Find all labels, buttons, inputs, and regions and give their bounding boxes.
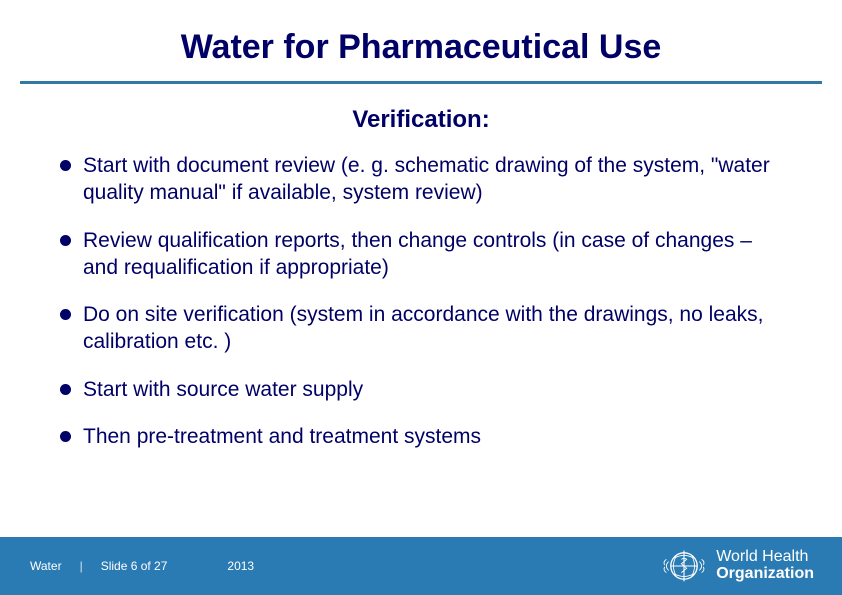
bullet-list: Start with document review (e. g. schema…	[0, 152, 842, 450]
who-logo: World Health Organization	[662, 544, 814, 588]
list-item: Do on site verification (system in accor…	[60, 301, 782, 356]
who-emblem-icon	[662, 544, 706, 588]
slide-title: Water for Pharmaceutical Use	[0, 0, 842, 81]
footer-year: 2013	[227, 559, 254, 573]
slide-subtitle: Verification:	[0, 106, 842, 134]
bullet-icon	[60, 384, 71, 395]
who-logo-line1: World Health	[716, 549, 814, 566]
list-item: Then pre-treatment and treatment systems	[60, 423, 782, 450]
slide: Water for Pharmaceutical Use Verificatio…	[0, 0, 842, 595]
list-item: Review qualification reports, then chang…	[60, 227, 782, 282]
slide-footer: Water | Slide 6 of 27 2013 World Health …	[0, 537, 842, 595]
title-underline	[20, 81, 822, 84]
bullet-icon	[60, 235, 71, 246]
who-logo-text: World Health Organization	[716, 549, 814, 583]
bullet-icon	[60, 431, 71, 442]
list-item: Start with document review (e. g. schema…	[60, 152, 782, 207]
bullet-icon	[60, 160, 71, 171]
footer-separator: |	[80, 559, 83, 573]
bullet-text: Review qualification reports, then chang…	[83, 227, 782, 282]
list-item: Start with source water supply	[60, 376, 782, 403]
bullet-text: Start with document review (e. g. schema…	[83, 152, 782, 207]
footer-topic: Water	[30, 559, 62, 573]
bullet-text: Do on site verification (system in accor…	[83, 301, 782, 356]
footer-slide-number: Slide 6 of 27	[101, 559, 168, 573]
bullet-text: Start with source water supply	[83, 376, 782, 403]
who-logo-line2: Organization	[716, 566, 814, 583]
bullet-text: Then pre-treatment and treatment systems	[83, 423, 782, 450]
bullet-icon	[60, 309, 71, 320]
